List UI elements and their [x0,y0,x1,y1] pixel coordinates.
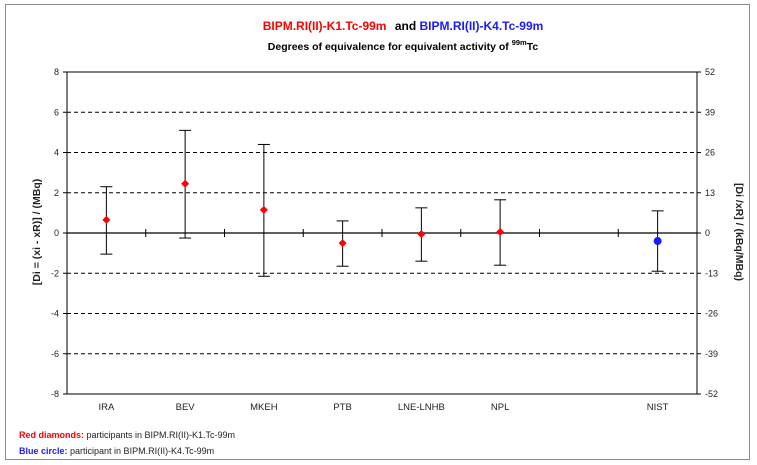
data-point-diamond [417,230,426,239]
y-tick-label-right: 0 [705,228,710,238]
chart-subtitle: Degrees of equivalence for equivalent ac… [268,38,539,53]
y-tick-label-left: 2 [54,188,59,198]
y-tick-label-left: 4 [54,148,59,158]
y-tick-label-left: 6 [54,107,59,117]
x-category-label: LNE-LNHB [398,402,445,413]
subtitle-sup: 99m [512,38,527,47]
y-tick-label-right: 52 [705,67,715,77]
y-tick-label-right: -39 [705,349,718,359]
chart-title: BIPM.RI(II)-K1.Tc-99m and BIPM.RI(II)-K4… [263,19,544,33]
marks-layer [100,129,664,277]
y-tick-label-right: 39 [705,107,715,117]
axes-layer: 8 6 4 2 0 -2 -4 -6 -8 52 39 26 13 0 -13 -26 -39 -52 IRA BEV… [51,67,718,413]
x-category-label: NIST [647,402,669,413]
x-category-label: PTB [333,402,351,413]
legend-k1-text: participants in BIPM.RI(II)-K1.Tc-99m [84,430,236,440]
y-tick-label-left: -6 [51,349,59,359]
data-point-circle [653,237,662,246]
grid-layer [67,111,697,355]
y-tick-label-right: 26 [705,148,715,158]
title-k1: BIPM.RI(II)-K1.Tc-99m [263,19,387,33]
y-tick-label-right: 13 [705,188,715,198]
y-axis-left-label: [Di = (xi - xR)] / (MBq) [31,179,43,285]
y-tick-label-left: 8 [54,67,59,77]
x-category-label: MKEH [250,402,278,413]
y-tick-label-left: -8 [51,389,59,399]
legend-k4-text: participant in BIPM.RI(II)-K4.Tc-99m [67,446,215,456]
x-category-label: NPL [491,402,509,413]
y-tick-label-left: 0 [54,228,59,238]
x-category-label: BEV [176,402,196,413]
data-point-diamond [181,179,190,188]
y-tick-label-left: -4 [51,309,59,319]
x-category-label: IRA [98,402,115,413]
legend-k4: Blue circle: participant in BIPM.RI(II)-… [19,446,214,456]
legend-k1-label: Red diamonds: [19,430,85,440]
y-tick-label-right: -26 [705,309,718,319]
y-tick-label-left: -2 [51,268,59,278]
y-tick-label-right: -13 [705,268,718,278]
data-point-diamond [338,239,347,248]
legend-k1: Red diamonds: participants in BIPM.RI(II… [19,430,235,440]
data-point-diamond [496,227,505,236]
title-k4: BIPM.RI(II)-K4.Tc-99m [420,19,544,33]
subtitle-prefix: Degrees of equivalence for equivalent ac… [268,41,509,53]
data-point-diamond [259,205,268,214]
legend-k4-label: Blue circle: [19,446,68,456]
data-point-diamond [102,215,111,224]
title-and: and [395,19,416,33]
y-axis-right-label: [Di /xR] / (kBq/MBq) [733,183,745,281]
subtitle-suffix: Tc [527,41,539,53]
chart-frame [5,4,750,460]
y-tick-label-right: -52 [705,389,718,399]
